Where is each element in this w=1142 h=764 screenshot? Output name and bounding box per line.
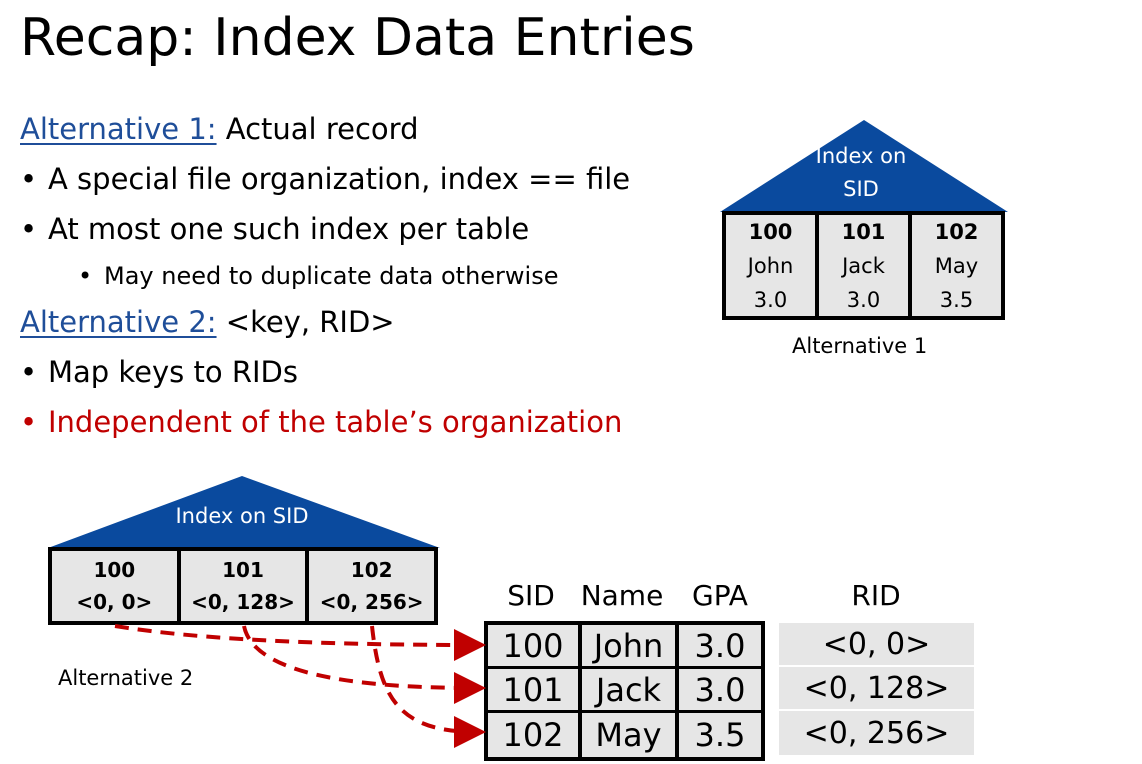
bullet-item: • Map keys to RIDs: [20, 355, 298, 389]
alternative-2-caption: Alternative 2: [58, 666, 194, 690]
bullet-dot-icon: •: [78, 262, 93, 290]
alternative-1-heading: Alternative 1: Actual record: [20, 112, 418, 146]
bullet-text: A special file organization, index == fi…: [48, 162, 631, 196]
alt2-index-cell: 102 <0, 256>: [309, 551, 434, 621]
bullet-item: • At most one such index per table: [20, 212, 529, 246]
bullet-dot-icon: •: [20, 405, 38, 439]
table-cell-gpa: 3.0: [694, 626, 746, 665]
table-row: 102 May 3.5: [488, 713, 761, 757]
index-key: 100: [93, 558, 136, 582]
alt2-index-cells: 100 <0, 0> 101 <0, 128> 102 <0, 256>: [48, 547, 438, 625]
index-triangle-2: Index on SID: [48, 476, 440, 548]
record-sid: 101: [841, 219, 886, 244]
table-cell-sid: 100: [488, 625, 582, 666]
table-row: 101 Jack 3.0: [488, 669, 761, 713]
arrow-to-row-101: [242, 625, 486, 704]
header-rid: RID: [851, 579, 901, 612]
rid-column: <0, 0> <0, 128> <0, 256>: [779, 623, 974, 755]
index-rid: <0, 256>: [319, 590, 424, 614]
index-triangle-1: Index on SID: [720, 120, 1008, 212]
record-sid: 100: [748, 219, 793, 244]
alt2-index-cell: 101 <0, 128>: [181, 551, 310, 621]
data-table: 100 John 3.0 101 Jack 3.0 102 May 3.5: [484, 621, 765, 761]
header-gpa: GPA: [692, 579, 748, 612]
table-cell-name: John: [582, 625, 679, 666]
bullet-item: • A special file organization, index == f…: [20, 162, 630, 196]
index-label-line2: SID: [843, 177, 879, 201]
record-name: May: [934, 253, 979, 278]
record-name: John: [747, 253, 794, 278]
slide-title: Recap: Index Data Entries: [20, 8, 695, 68]
record-name: Jack: [842, 253, 885, 278]
record-sid: 102: [934, 219, 979, 244]
alt1-record-cell: 102 May 3.5: [912, 215, 1001, 316]
sub-bullet-item: • May need to duplicate data otherwise: [78, 262, 559, 290]
rid-cell: <0, 128>: [779, 667, 974, 711]
bullet-text: Map keys to RIDs: [48, 355, 298, 389]
rid-cell: <0, 0>: [779, 623, 974, 667]
table-row: 100 John 3.0: [488, 625, 761, 669]
index-label-line1: Index on: [816, 144, 907, 168]
index-key: 102: [350, 558, 393, 582]
alternative-1-caption: Alternative 1: [792, 334, 928, 358]
rid-cell: <0, 256>: [803, 715, 950, 751]
alternative-1-text: Actual record: [216, 112, 419, 146]
alternative-1-link[interactable]: Alternative 1:: [20, 112, 217, 146]
record-gpa: 3.5: [939, 287, 974, 312]
table-cell-gpa: 3.0: [694, 670, 746, 709]
bullet-dot-icon: •: [20, 212, 38, 246]
header-name: Name: [580, 579, 664, 612]
table-cell-gpa: 3.5: [694, 716, 746, 754]
arrow-to-row-102: [370, 625, 486, 748]
record-gpa: 3.0: [753, 287, 788, 312]
index-label: Index on SID: [175, 504, 308, 528]
alt2-index-cell: 100 <0, 0>: [52, 551, 181, 621]
bullet-dot-icon: •: [20, 162, 38, 196]
header-sid: SID: [507, 579, 555, 612]
bullet-dot-icon: •: [20, 355, 38, 389]
table-cell-name: May: [582, 713, 679, 757]
table-cell-sid: 102: [488, 713, 582, 757]
bullet-item-highlight: • Independent of the table’s organization: [20, 405, 622, 439]
arrow-to-row-100: [114, 624, 486, 661]
index-key: 101: [222, 558, 264, 582]
bullet-text: Independent of the table’s organization: [48, 405, 623, 439]
bullet-text: At most one such index per table: [48, 212, 530, 246]
alt1-record-cell: 101 Jack 3.0: [819, 215, 912, 316]
alternative-2-link[interactable]: Alternative 2:: [20, 305, 217, 339]
index-rid: <0, 128>: [191, 590, 295, 614]
record-gpa: 3.0: [846, 287, 881, 312]
alternative-2-heading: Alternative 2: <key, RID>: [20, 305, 395, 339]
table-cell-name: Jack: [582, 669, 679, 710]
sub-bullet-text: May need to duplicate data otherwise: [104, 262, 559, 290]
alternative-2-text: <key, RID>: [216, 305, 395, 339]
alt1-record-cells: 100 John 3.0 101 Jack 3.0 102 May 3.5: [722, 211, 1005, 320]
index-rid: <0, 0>: [76, 590, 153, 614]
table-cell-sid: 101: [488, 669, 582, 710]
alt1-record-cell: 100 John 3.0: [726, 215, 819, 316]
